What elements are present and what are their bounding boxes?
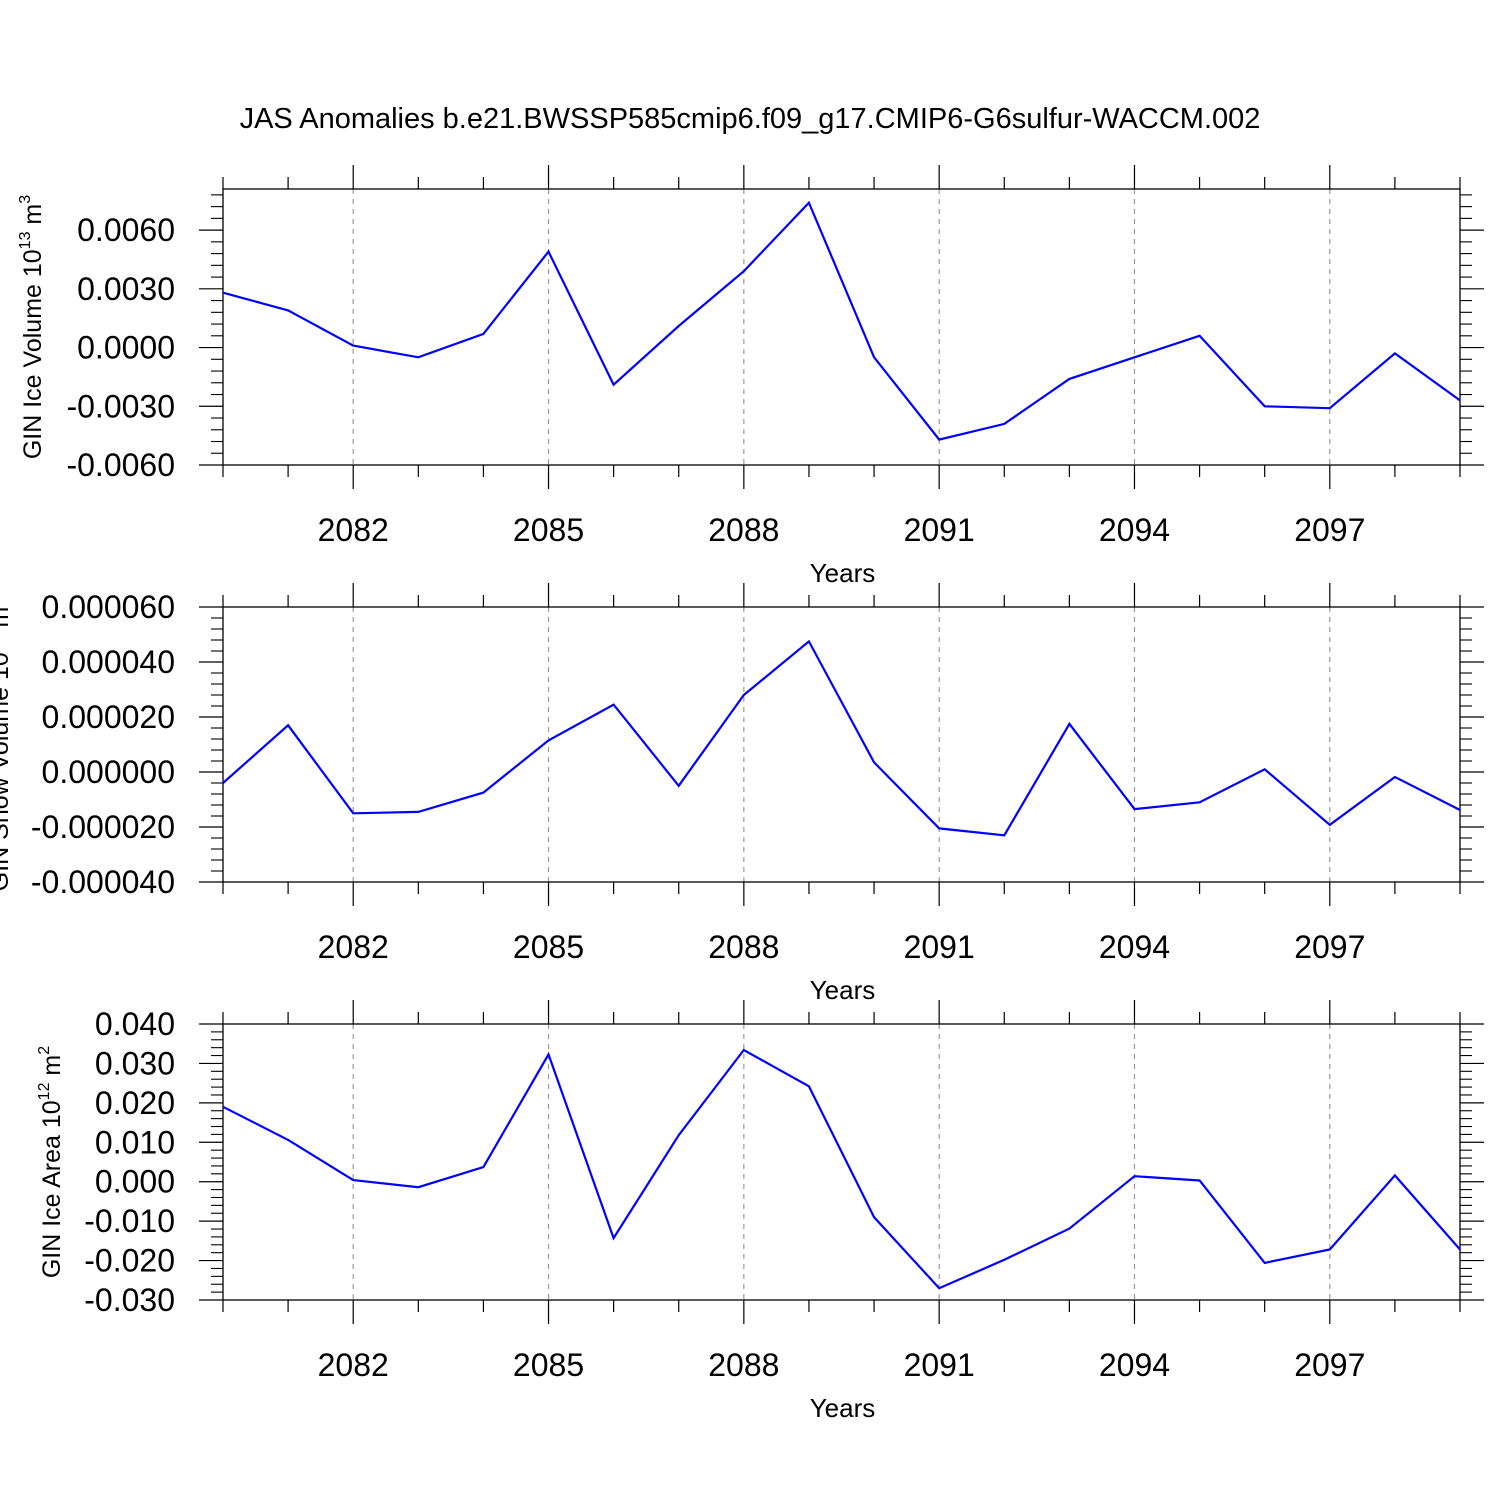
x-axis-title: Years [810,1393,876,1423]
y-axis-title-exponent: 13 [0,634,1,652]
y-axis-title: GIN Snow Volume 1013 m3 [0,598,14,892]
plot-frame [222,188,1461,466]
x-tick-label: 2091 [904,1347,975,1383]
panel-2: 2082 2085 2088 2091 2094 2097 Years -0.000040 -0… [0,583,1484,1005]
y-axis-title: GIN Ice Volume 1013 m3 [17,195,47,459]
y-tick-label: 0.000020 [42,699,175,735]
x-tick-label: 2091 [904,929,975,965]
y-tick-label: 0.010 [95,1124,175,1160]
x-tick-label: 2088 [708,929,779,965]
y-axis-title-unit: m [0,607,14,628]
y-axis-title-unit-exponent: 3 [0,598,1,607]
y-tick-label: 0.000 [95,1164,175,1200]
y-axis-title-space [0,627,14,634]
y-axis-title-space [38,1076,66,1083]
x-tick-label: 2082 [318,512,389,548]
x-tick-label: 2085 [513,929,584,965]
x-axis-title: Years [810,975,876,1005]
x-tick-label: 2091 [904,512,975,548]
y-tick-label: -0.0060 [66,447,175,483]
y-tick-label: -0.030 [84,1282,175,1318]
x-tick-label: 2088 [708,1347,779,1383]
y-axis-title-exponent: 12 [36,1082,53,1100]
x-tick-label: 2097 [1294,929,1365,965]
x-tick-label: 2085 [513,512,584,548]
x-tick-label: 2097 [1294,1347,1365,1383]
series-line [222,639,1461,837]
x-tick-label: 2097 [1294,512,1365,548]
y-axis-title-space [19,225,47,232]
y-axis-title-unit-exponent: 3 [17,195,34,204]
x-tick-label: 2082 [318,929,389,965]
y-tick-label: -0.0030 [66,388,175,424]
y-tick-label: 0.0060 [77,212,175,248]
series-line [222,200,1461,441]
x-tick-label: 2082 [318,1347,389,1383]
y-tick-label: 0.040 [95,1006,175,1042]
x-axis-title: Years [810,558,876,588]
y-tick-label: 0.000040 [42,644,175,680]
x-tick-label: 2085 [513,1347,584,1383]
y-tick-label: -0.000040 [31,864,175,900]
y-tick-label: 0.000000 [42,754,175,790]
y-tick-label: -0.010 [84,1203,175,1239]
y-axis-title-unit-exponent: 2 [36,1046,53,1055]
x-tick-label: 2088 [708,512,779,548]
y-axis-title-text: GIN Snow Volume 10 [0,652,14,891]
chart-title: JAS Anomalies b.e21.BWSSP585cmip6.f09_g1… [240,103,1261,135]
y-axis-title-unit: m [19,204,47,225]
y-tick-label: 0.0000 [77,330,175,366]
y-tick-label: 0.000060 [42,589,175,625]
y-axis-title-text: GIN Ice Volume 10 [19,249,47,459]
plot-frame [222,606,1461,883]
x-tick-label: 2094 [1099,1347,1170,1383]
panel-3: 2082 2085 2088 2091 2094 2097 Years -0.030-0.02… [36,1000,1484,1423]
panel-1: 2082 2085 2088 2091 2094 2097 Years -0.0060 -0.0… [17,165,1484,588]
y-tick-label: 0.030 [95,1045,175,1081]
y-tick-label: -0.000020 [31,809,175,845]
x-tick-label: 2094 [1099,929,1170,965]
y-axis-title-text: GIN Ice Area 10 [38,1100,66,1278]
y-axis-title-unit: m [38,1055,66,1076]
x-tick-label: 2094 [1099,512,1170,548]
y-axis-title-exponent: 13 [17,231,34,249]
y-axis-title: GIN Ice Area 1012 m2 [36,1046,66,1278]
plot-frame [222,1023,1461,1301]
y-tick-label: -0.020 [84,1243,175,1279]
y-tick-label: 0.020 [95,1085,175,1121]
series-line [222,1048,1461,1290]
y-tick-label: 0.0030 [77,271,175,307]
